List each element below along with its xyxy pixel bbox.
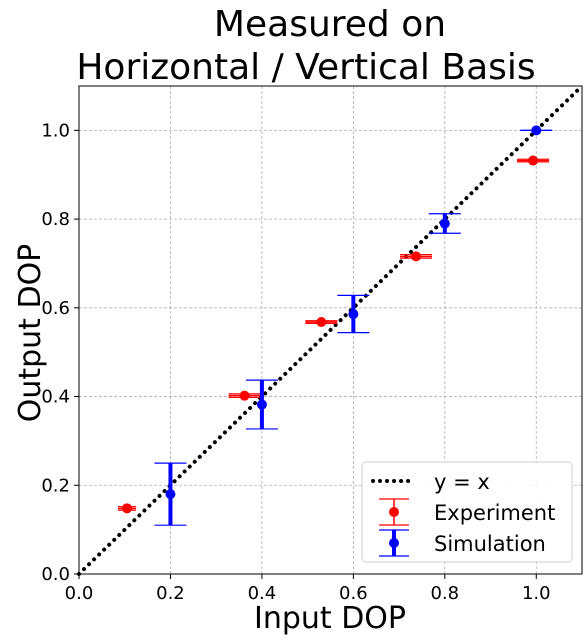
experiment-point-3 xyxy=(411,251,422,262)
experiment-point-4 xyxy=(528,155,539,166)
legend-label-simulation: Simulation xyxy=(434,532,546,556)
chart-title-line-2: Horizontal / Vertical Basis xyxy=(76,47,535,88)
simulation-point-2 xyxy=(348,309,359,320)
reference-line-layer xyxy=(77,84,584,576)
simulation-point-4 xyxy=(531,125,542,136)
chart-title: Measured on Horizontal / Vertical Basis xyxy=(76,4,535,88)
y-tick-label: 0.0 xyxy=(41,564,70,585)
simulation-point-3 xyxy=(439,218,450,229)
legend-label-experiment: Experiment xyxy=(434,501,555,525)
x-tick-label: 0.2 xyxy=(156,583,185,604)
y-tick-label: 0.8 xyxy=(41,209,70,230)
marker-layer xyxy=(122,125,542,514)
legend-swatch-experiment-marker xyxy=(389,507,399,517)
y-tick-label: 0.4 xyxy=(41,387,70,408)
tick-layer: 0.0 0.2 0.4 0.6 0.8 1.0 0.0 0.2 0.4 0.6 0.8 1.0 xyxy=(41,120,550,604)
simulation-point-1 xyxy=(256,399,267,410)
x-tick-label: 0.8 xyxy=(430,583,459,604)
y-axis-label: Output DOP xyxy=(13,244,48,423)
x-tick-label: 0.0 xyxy=(65,583,94,604)
y-tick-label: 0.2 xyxy=(41,475,70,496)
experiment-point-2 xyxy=(316,317,327,328)
plot-frame xyxy=(78,85,583,575)
chart-title-line-1: Measured on xyxy=(214,4,446,45)
legend-label-reference: y = x xyxy=(434,470,490,494)
y-tick-label: 1.0 xyxy=(41,120,70,141)
simulation-point-0 xyxy=(165,489,176,500)
y-tick-label: 0.6 xyxy=(41,298,70,319)
experiment-point-0 xyxy=(122,503,133,514)
x-axis-label: Input DOP xyxy=(254,601,406,636)
legend-swatch-simulation-marker xyxy=(389,538,399,548)
x-tick-label: 0.4 xyxy=(248,583,277,604)
legend: y = x Experiment Simulation xyxy=(361,461,573,563)
legend-swatches xyxy=(371,479,417,557)
x-tick-label: 0.6 xyxy=(339,583,368,604)
x-tick-label: 1.0 xyxy=(522,583,551,604)
reference-line-y-equals-x xyxy=(77,84,584,576)
legend-box xyxy=(361,461,573,563)
experiment-point-1 xyxy=(239,390,250,401)
